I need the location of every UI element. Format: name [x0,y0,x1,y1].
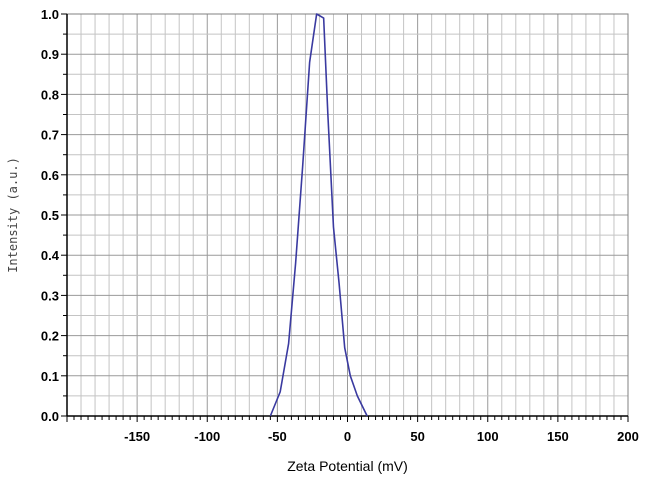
y-tick-label: 0.6 [41,168,59,183]
y-tick-label: 0.9 [41,47,59,62]
y-tick-label: 0.2 [41,329,59,344]
x-tick-label: 50 [410,429,424,444]
y-tick-label: 0.5 [41,208,59,223]
x-tick-label: 200 [617,429,639,444]
x-tick-label: -100 [194,429,220,444]
series-group [269,13,368,417]
grid [66,13,629,417]
x-tick-label: 100 [477,429,499,444]
y-tick-label: 0.1 [41,369,59,384]
y-tick-label: 0.3 [41,288,59,303]
x-ticks: -150 -100 -50 0 50 100 150 200 [66,415,639,444]
y-tick-label: 1.0 [41,7,59,22]
x-tick-label: 150 [547,429,569,444]
y-axis-title: Intensity (a.u.) [6,157,20,273]
y-ticks: 0.0 0.1 0.2 0.3 0.4 0.5 0.6 0.7 0.8 0.9 1.0 [41,7,68,424]
y-tick-label: 0.8 [41,87,59,102]
y-tick-label: 0.7 [41,128,59,143]
y-tick-label: 0.4 [41,248,60,263]
series-line [269,13,368,417]
x-tick-label: -150 [124,429,150,444]
y-tick-label: 0.0 [41,409,59,424]
x-tick-label: -50 [268,429,287,444]
x-axis-title: Zeta Potential (mV) [287,458,408,474]
x-tick-label: 0 [344,429,351,444]
